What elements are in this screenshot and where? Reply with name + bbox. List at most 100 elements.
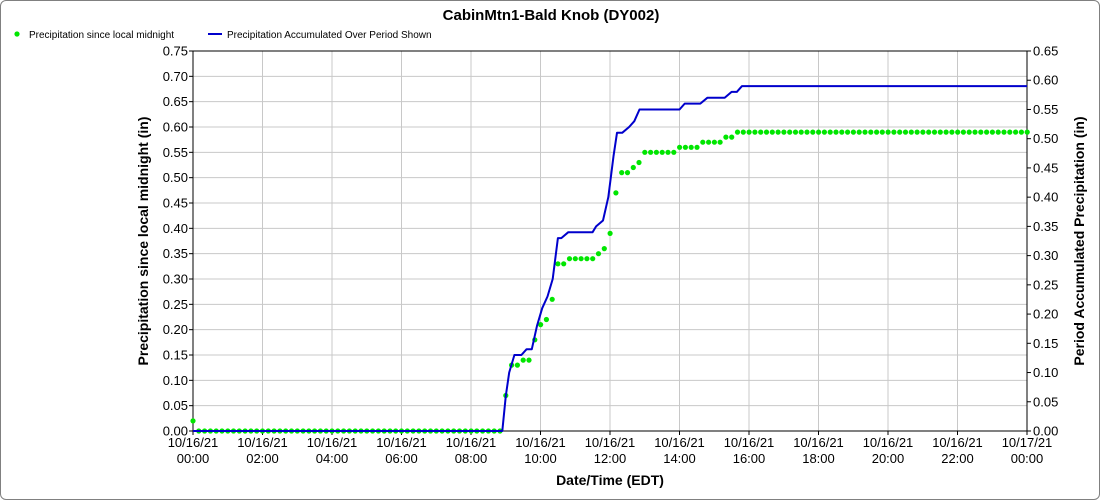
y2-axis-label: Period Accumulated Precipitation (in) xyxy=(1071,116,1087,365)
data-point-since-midnight xyxy=(729,134,735,140)
y2-tick-label: 0.05 xyxy=(1033,394,1058,409)
y2-axis-ticks: 0.00 0.05 0.10 0.15 0.20 0.25 0.30 0.35 0.40 0.45… xyxy=(1027,44,1058,439)
data-point-since-midnight xyxy=(775,129,781,135)
y2-tick-label: 0.20 xyxy=(1033,307,1058,322)
x-tick-date: 10/16/21 xyxy=(237,435,288,450)
y-axis-label: Precipitation since local midnight (in) xyxy=(135,117,151,366)
grid xyxy=(192,50,1028,432)
data-point-since-midnight xyxy=(619,170,625,176)
data-point-since-midnight xyxy=(845,129,851,135)
y-tick-label: 0.45 xyxy=(163,196,188,211)
data-point-since-midnight xyxy=(555,261,561,267)
data-point-since-midnight xyxy=(711,139,718,145)
data-point-since-midnight xyxy=(706,139,712,145)
data-point-since-midnight xyxy=(1007,129,1013,135)
data-point-since-midnight xyxy=(682,144,689,150)
x-tick-date: 10/16/21 xyxy=(863,435,914,450)
y2-tick-label: 0.50 xyxy=(1033,131,1058,146)
data-point-since-midnight xyxy=(688,144,694,150)
data-point-since-midnight xyxy=(816,129,822,135)
data-point-since-midnight xyxy=(908,129,914,135)
data-point-since-midnight xyxy=(642,149,648,155)
data-point-since-midnight xyxy=(798,129,804,135)
data-point-since-midnight xyxy=(190,418,196,424)
x-tick-time: 00:00 xyxy=(1011,451,1044,466)
data-point-since-midnight xyxy=(874,129,880,135)
x-tick-date: 10/16/21 xyxy=(654,435,705,450)
data-point-since-midnight xyxy=(897,129,903,135)
x-tick-date: 10/17/21 xyxy=(1002,435,1053,450)
y2-tick-label: 0.15 xyxy=(1033,336,1058,351)
data-point-since-midnight xyxy=(931,129,938,135)
data-point-since-midnight xyxy=(781,129,787,135)
y-tick-label: 0.15 xyxy=(163,348,188,363)
y-tick-label: 0.70 xyxy=(163,69,188,84)
data-point-since-midnight xyxy=(769,129,775,135)
x-tick-time: 00:00 xyxy=(177,451,210,466)
data-point-since-midnight xyxy=(601,246,607,252)
data-point-since-midnight xyxy=(914,129,920,135)
data-point-since-midnight xyxy=(624,170,631,176)
data-point-since-midnight xyxy=(758,129,764,135)
data-point-since-midnight xyxy=(763,129,770,135)
data-point-since-midnight xyxy=(1013,129,1019,135)
data-point-since-midnight xyxy=(595,251,602,257)
data-point-since-midnight xyxy=(850,129,857,135)
y2-tick-label: 0.10 xyxy=(1033,365,1058,380)
data-point-since-midnight xyxy=(740,129,746,135)
y2-tick-label: 0.30 xyxy=(1033,248,1058,263)
data-point-since-midnight xyxy=(578,256,584,262)
data-point-since-midnight xyxy=(839,129,845,135)
data-point-since-midnight xyxy=(902,129,909,135)
x-tick-time: 10:00 xyxy=(524,451,557,466)
legend: Precipitation since local midnight Preci… xyxy=(14,30,432,41)
data-point-since-midnight xyxy=(920,129,926,135)
data-point-since-midnight xyxy=(636,159,642,166)
data-point-since-midnight xyxy=(960,129,967,135)
data-point-since-midnight xyxy=(821,129,828,135)
x-tick-date: 10/16/21 xyxy=(724,435,775,450)
data-point-since-midnight xyxy=(1024,129,1030,135)
x-tick-date: 10/16/21 xyxy=(585,435,636,450)
legend-marker-dots xyxy=(14,31,20,37)
y-tick-label: 0.40 xyxy=(163,221,188,236)
data-point-since-midnight xyxy=(549,296,555,302)
data-point-since-midnight xyxy=(734,129,741,135)
data-point-since-midnight xyxy=(949,129,955,135)
data-point-since-midnight xyxy=(1018,129,1024,135)
y-tick-label: 0.05 xyxy=(163,398,188,413)
data-point-since-midnight xyxy=(653,149,660,155)
chart-title: CabinMtn1-Bald Knob (DY002) xyxy=(443,7,660,24)
data-point-since-midnight xyxy=(943,129,949,135)
x-axis-ticks: 10/16/2100:0010/16/2102:0010/16/2104:001… xyxy=(168,431,1053,466)
data-point-since-midnight xyxy=(972,129,978,135)
data-point-since-midnight xyxy=(787,129,793,135)
y2-tick-label: 0.65 xyxy=(1033,44,1058,59)
data-point-since-midnight xyxy=(984,129,990,135)
y-axis-ticks: 0.00 0.05 0.10 0.15 0.20 0.25 0.30 0.35 0.40 0.45… xyxy=(163,44,193,439)
x-tick-time: 08:00 xyxy=(455,451,488,466)
y-tick-label: 0.30 xyxy=(163,272,188,287)
y-tick-label: 0.25 xyxy=(163,297,188,312)
x-tick-time: 16:00 xyxy=(733,451,766,466)
data-point-since-midnight xyxy=(671,149,677,155)
x-tick-time: 20:00 xyxy=(872,451,905,466)
data-point-since-midnight xyxy=(630,164,636,171)
data-point-since-midnight xyxy=(885,129,891,135)
x-tick-time: 22:00 xyxy=(941,451,974,466)
data-point-since-midnight xyxy=(827,129,833,135)
data-point-since-midnight xyxy=(891,129,897,135)
y2-tick-label: 0.55 xyxy=(1033,102,1058,117)
data-point-since-midnight xyxy=(648,149,654,155)
data-point-since-midnight xyxy=(526,357,532,363)
y2-tick-label: 0.00 xyxy=(1033,424,1058,439)
data-point-since-midnight xyxy=(989,129,996,135)
x-tick-date: 10/16/21 xyxy=(307,435,358,450)
x-tick-date: 10/16/21 xyxy=(515,435,566,450)
y-tick-label: 0.10 xyxy=(163,373,188,388)
data-point-since-midnight xyxy=(810,129,816,135)
x-tick-time: 02:00 xyxy=(246,451,279,466)
data-point-since-midnight xyxy=(607,230,613,236)
data-point-since-midnight xyxy=(538,322,544,328)
data-point-since-midnight xyxy=(543,316,550,323)
